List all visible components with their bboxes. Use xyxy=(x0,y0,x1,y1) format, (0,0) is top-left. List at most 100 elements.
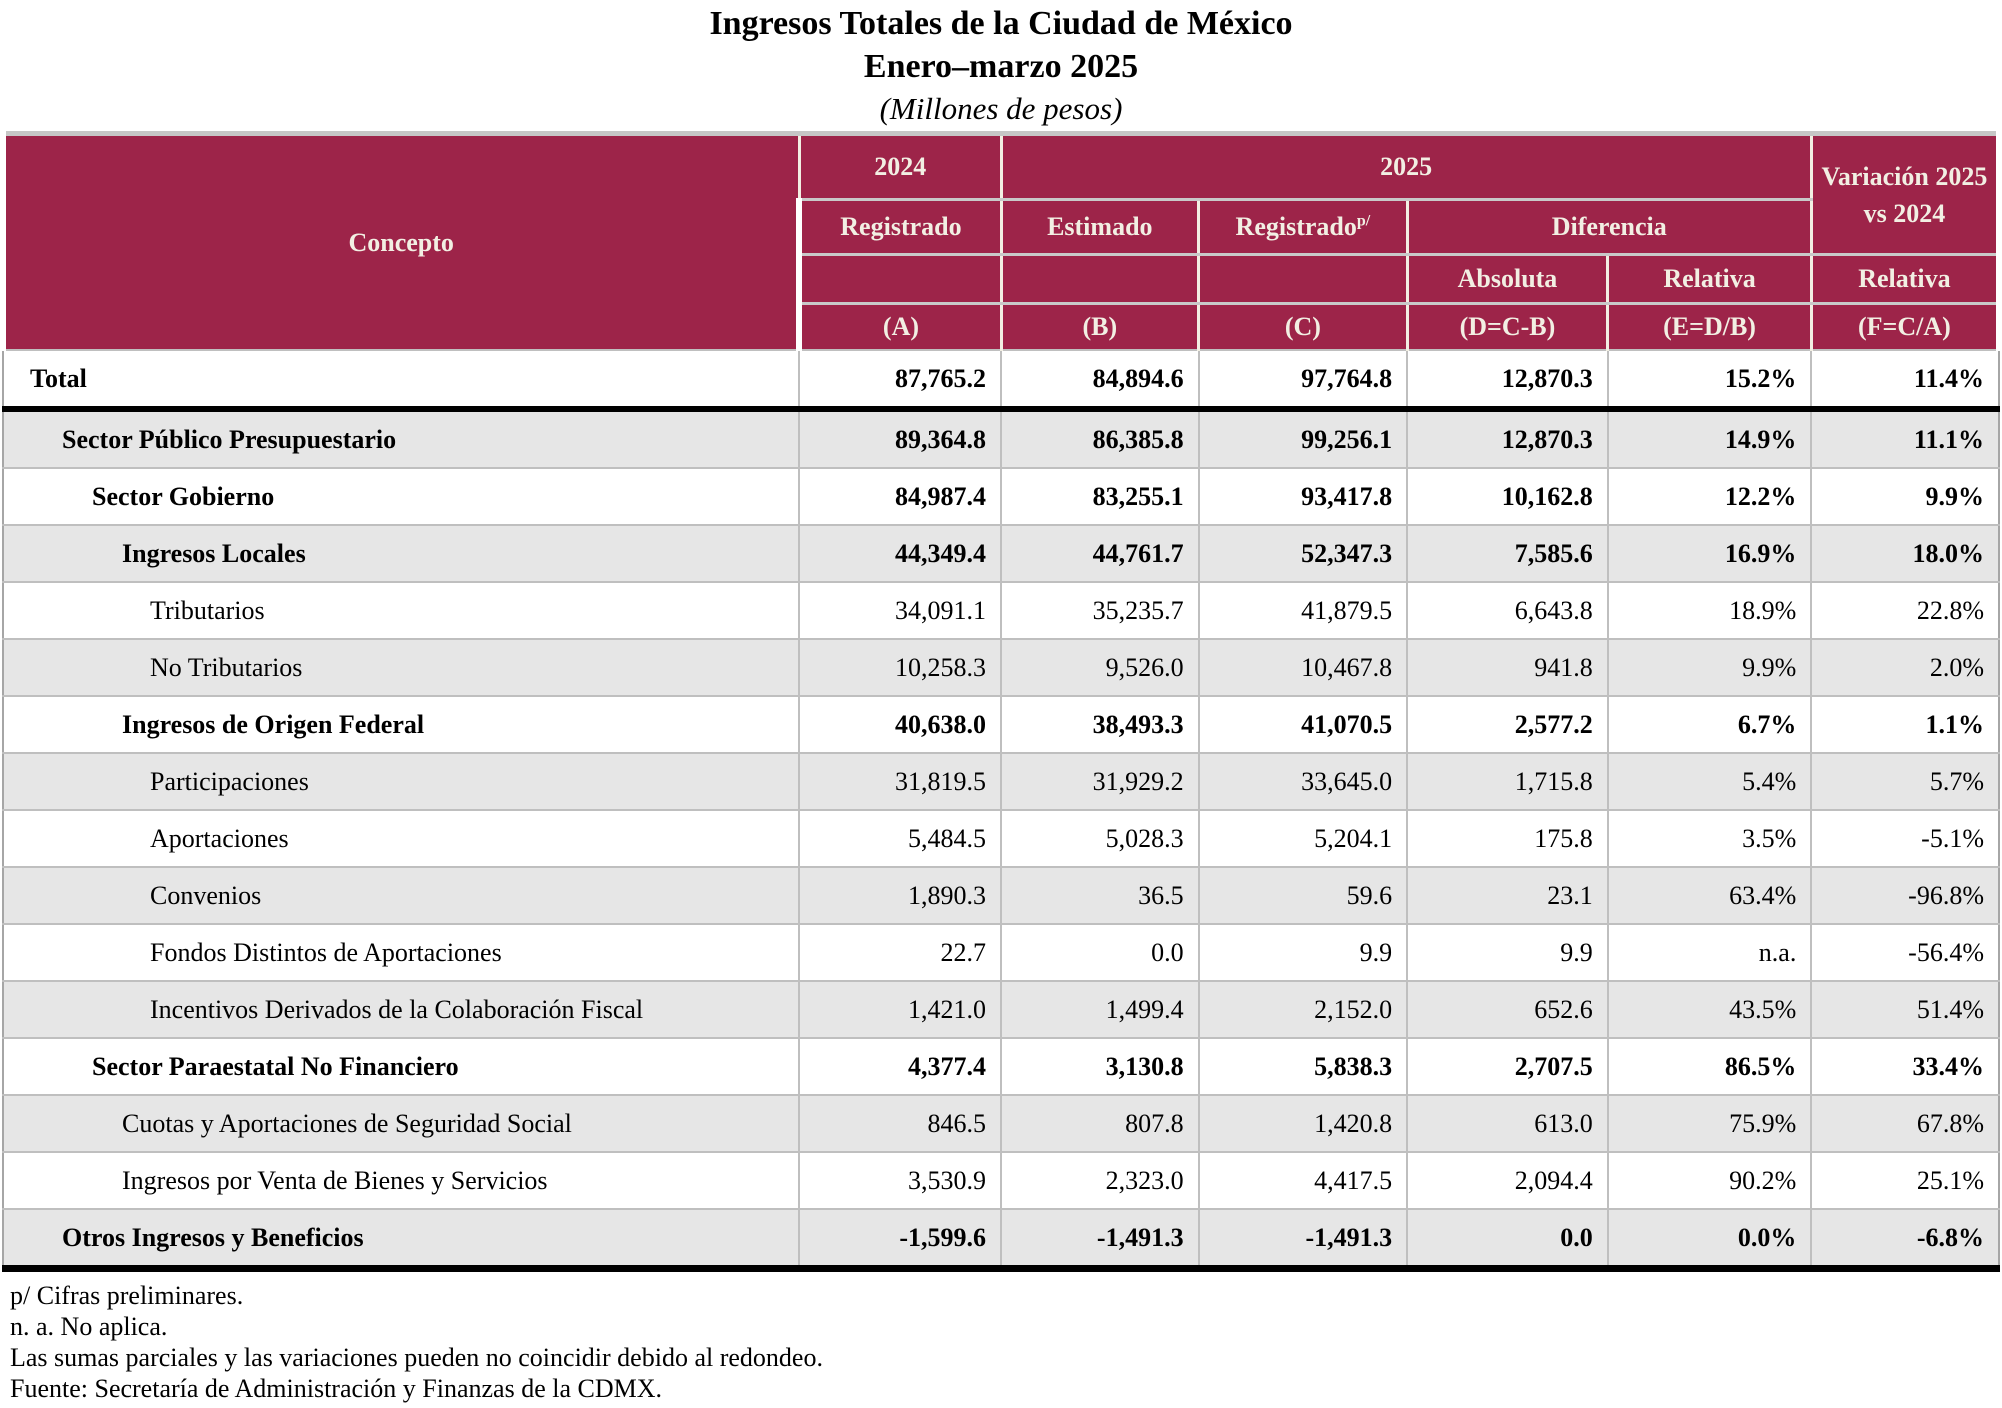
header-row-years: Concepto 2024 2025 Variación 2025 vs 202… xyxy=(0,133,2002,351)
value-cell: 22.8% xyxy=(1810,581,1999,640)
value-cell: 15.2% xyxy=(1606,349,1813,412)
value-cell: 0.0% xyxy=(1606,1208,1813,1269)
value-cell: 51.4% xyxy=(1810,980,1999,1039)
value-cell: 1,420.8 xyxy=(1197,1094,1409,1153)
value-cell: 12.2% xyxy=(1606,467,1813,526)
value-cell: 2,707.5 xyxy=(1406,1037,1609,1096)
concepto-cell: Fondos Distintos de Aportaciones xyxy=(3,923,801,982)
value-cell: 10,467.8 xyxy=(1197,638,1409,697)
header-relativa-variacion: Relativa xyxy=(1809,253,2002,305)
table-row: Tributarios 34,091.1 35,235.7 41,879.5 6… xyxy=(3,581,1999,640)
value-cell: 175.8 xyxy=(1406,809,1609,868)
value-cell: 846.5 xyxy=(798,1094,1002,1153)
value-cell: -1,491.3 xyxy=(1000,1208,1200,1269)
table-row: Convenios 1,890.3 36.5 59.6 23.1 63.4% -… xyxy=(3,866,1999,925)
table-row: Sector Paraestatal No Financiero 4,377.4… xyxy=(3,1037,1999,1096)
value-cell: 44,761.7 xyxy=(1000,524,1200,583)
value-cell: -5.1% xyxy=(1810,809,1999,868)
concepto-cell: Total xyxy=(3,349,801,412)
value-cell: 5,838.3 xyxy=(1197,1037,1409,1096)
header-concepto: Concepto xyxy=(0,133,801,351)
value-cell: 4,417.5 xyxy=(1197,1151,1409,1210)
header-absoluta: Absoluta xyxy=(1405,253,1610,305)
value-cell: 87,765.2 xyxy=(798,349,1002,412)
concepto-cell: No Tributarios xyxy=(3,638,801,697)
table-row: No Tributarios 10,258.3 9,526.0 10,467.8… xyxy=(3,638,1999,697)
value-cell: 22.7 xyxy=(798,923,1002,982)
table-body: Total 87,765.2 84,894.6 97,764.8 12,870.… xyxy=(3,349,1999,1269)
value-cell: 86.5% xyxy=(1606,1037,1813,1096)
value-cell: 86,385.8 xyxy=(1000,408,1200,469)
value-cell: 14.9% xyxy=(1606,408,1813,469)
concepto-cell: Aportaciones xyxy=(3,809,801,868)
value-cell: 11.4% xyxy=(1810,349,1999,412)
header-registrado-2024: Registrado xyxy=(796,198,1003,256)
header-formula-e: (E=D/B) xyxy=(1606,302,1813,351)
value-cell: 1,890.3 xyxy=(798,866,1002,925)
value-cell: 6.7% xyxy=(1606,695,1813,754)
empty-header-cell xyxy=(1197,253,1409,305)
value-cell: 3,530.9 xyxy=(798,1151,1002,1210)
concepto-cell: Cuotas y Aportaciones de Seguridad Socia… xyxy=(3,1094,801,1153)
value-cell: 12,870.3 xyxy=(1406,349,1609,412)
header-2024: 2024 xyxy=(797,133,1003,201)
value-cell: 1.1% xyxy=(1810,695,1999,754)
value-cell: 5.7% xyxy=(1810,752,1999,811)
value-cell: 41,070.5 xyxy=(1197,695,1409,754)
value-cell: 83,255.1 xyxy=(1000,467,1200,526)
value-cell: -6.8% xyxy=(1810,1208,1999,1269)
value-cell: 40,638.0 xyxy=(798,695,1002,754)
value-cell: 97,764.8 xyxy=(1197,349,1409,412)
empty-header-cell xyxy=(796,253,1003,305)
table-row: Participaciones 31,819.5 31,929.2 33,645… xyxy=(3,752,1999,811)
footnotes: p/ Cifras preliminares. n. a. No aplica.… xyxy=(10,1280,2002,1404)
header-registrado-2025: Registradop/ xyxy=(1197,198,1409,256)
concepto-cell: Convenios xyxy=(3,866,801,925)
value-cell: 5,028.3 xyxy=(1000,809,1200,868)
concepto-cell: Sector Paraestatal No Financiero xyxy=(3,1037,801,1096)
table-row: Sector Público Presupuestario 89,364.8 8… xyxy=(3,408,1999,469)
value-cell: 1,499.4 xyxy=(1000,980,1200,1039)
header-row-subtypes: Absoluta Relativa Relativa xyxy=(3,253,2002,305)
concepto-cell: Otros Ingresos y Beneficios xyxy=(3,1208,801,1269)
concepto-cell: Participaciones xyxy=(3,752,801,811)
value-cell: 613.0 xyxy=(1406,1094,1609,1153)
title-main: Ingresos Totales de la Ciudad de México xyxy=(709,5,1293,42)
table-row: Sector Gobierno 84,987.4 83,255.1 93,417… xyxy=(3,467,1999,526)
value-cell: 18.0% xyxy=(1810,524,1999,583)
value-cell: 941.8 xyxy=(1406,638,1609,697)
empty-header-cell xyxy=(999,253,1201,305)
value-cell: 34,091.1 xyxy=(798,581,1002,640)
header-estimado: Estimado xyxy=(999,198,1201,256)
value-cell: 9.9% xyxy=(1606,638,1813,697)
value-cell: 5,484.5 xyxy=(798,809,1002,868)
value-cell: 23.1 xyxy=(1406,866,1609,925)
value-cell: 89,364.8 xyxy=(798,408,1002,469)
concepto-cell: Tributarios xyxy=(3,581,801,640)
concepto-cell: Sector Gobierno xyxy=(3,467,801,526)
concepto-cell: Ingresos Locales xyxy=(3,524,801,583)
value-cell: 0.0 xyxy=(1406,1208,1609,1269)
value-cell: 36.5 xyxy=(1000,866,1200,925)
value-cell: 35,235.7 xyxy=(1000,581,1200,640)
table-header: Concepto 2024 2025 Variación 2025 vs 202… xyxy=(0,133,2002,351)
title-units: (Millones de pesos) xyxy=(879,91,1123,126)
value-cell: 7,585.6 xyxy=(1406,524,1609,583)
value-cell: 5.4% xyxy=(1606,752,1813,811)
concepto-cell: Sector Público Presupuestario xyxy=(3,408,801,469)
table-row: Aportaciones 5,484.5 5,028.3 5,204.1 175… xyxy=(3,809,1999,868)
value-cell: 67.8% xyxy=(1810,1094,1999,1153)
table-row: Incentivos Derivados de la Colaboración … xyxy=(3,980,1999,1039)
value-cell: 4,377.4 xyxy=(798,1037,1002,1096)
table-row: Otros Ingresos y Beneficios -1,599.6 -1,… xyxy=(3,1208,1999,1269)
header-formula-b: (B) xyxy=(999,302,1201,351)
value-cell: 11.1% xyxy=(1810,408,1999,469)
concepto-cell: Ingresos por Venta de Bienes y Servicios xyxy=(3,1151,801,1210)
header-2025: 2025 xyxy=(999,133,1813,201)
header-formula-d: (D=C-B) xyxy=(1405,302,1610,351)
value-cell: 1,421.0 xyxy=(798,980,1002,1039)
value-cell: 63.4% xyxy=(1606,866,1813,925)
value-cell: 2,323.0 xyxy=(1000,1151,1200,1210)
value-cell: 10,258.3 xyxy=(798,638,1002,697)
value-cell: 41,879.5 xyxy=(1197,581,1409,640)
